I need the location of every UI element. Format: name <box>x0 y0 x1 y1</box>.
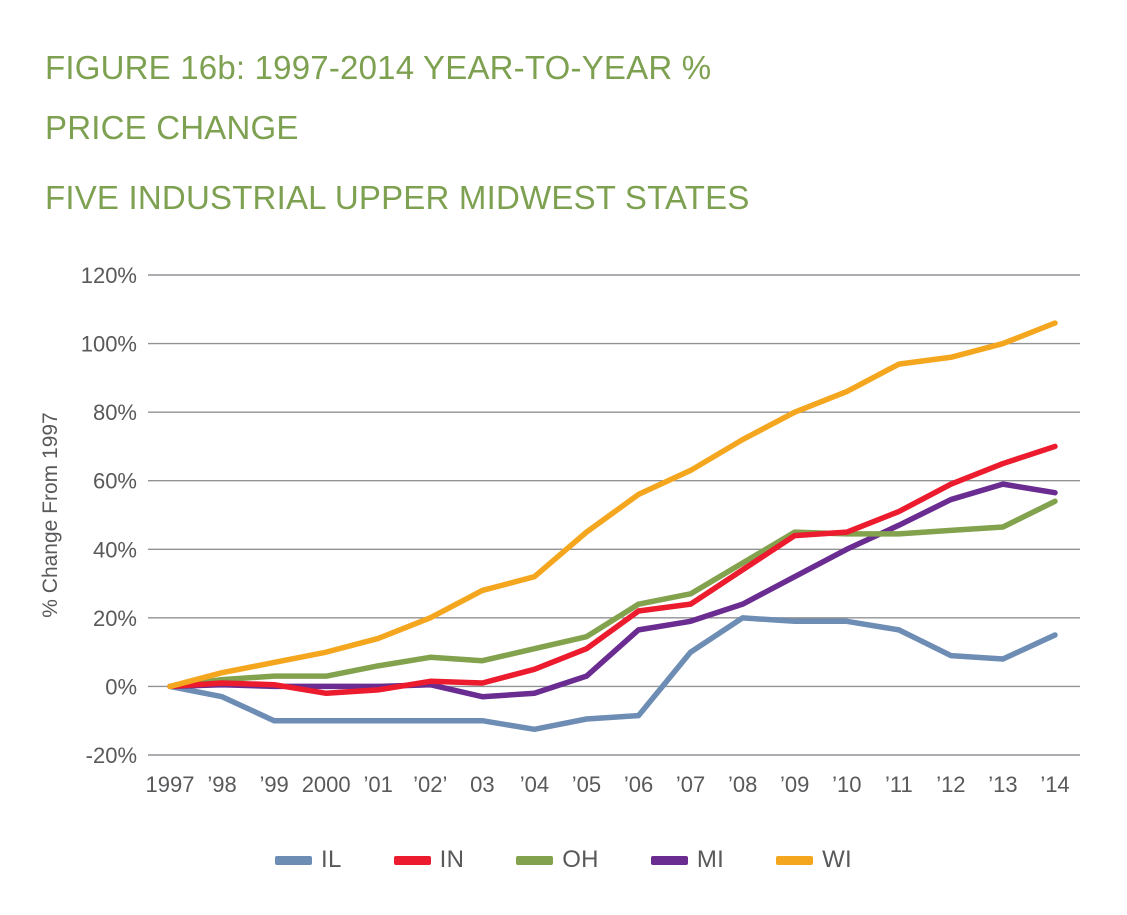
legend-item-OH: OH <box>516 846 599 874</box>
series-line-OH <box>167 498 1058 690</box>
legend-swatch-MI <box>650 855 688 865</box>
x-tick-label: ’12 <box>936 772 965 797</box>
x-tick-label: ’14 <box>1040 772 1069 797</box>
legend-label-WI: WI <box>822 846 853 873</box>
y-axis-title: % Change From 1997 <box>39 412 62 617</box>
x-tick-label: ’04 <box>520 772 549 797</box>
x-tick-label: ’01 <box>364 772 393 797</box>
figure-header: FIGURE 16b: 1997-2014 YEAR-TO-YEAR % PRI… <box>45 38 750 228</box>
x-tick-label: ’11 <box>885 772 913 797</box>
chart-legend: IL IN OH MI WI <box>0 846 1127 874</box>
figure-title-line1: FIGURE 16b: 1997-2014 YEAR-TO-YEAR % <box>45 49 712 86</box>
legend-label-IL: IL <box>320 846 342 873</box>
x-tick-label: ’05 <box>572 772 601 797</box>
series-line-IL <box>167 615 1058 733</box>
legend-item-IL: IL <box>274 846 342 874</box>
y-tick-label: 0% <box>105 674 137 699</box>
y-tick-label: 20% <box>93 606 137 631</box>
line-chart: -20% 0% 20% 40% 60% 80% 100% 120% 1997 ’98 ’99 2000… <box>39 263 1080 797</box>
legend-item-WI: WI <box>776 846 852 874</box>
x-tick-label: ’09 <box>780 772 809 797</box>
y-tick-label: 40% <box>93 537 137 562</box>
x-tick-label: 03 <box>470 772 494 797</box>
y-tick-label: 60% <box>93 469 137 494</box>
figure-subtitle: FIVE INDUSTRIAL UPPER MIDWEST STATES <box>45 179 750 216</box>
figure-title-line2: PRICE CHANGE <box>45 109 299 146</box>
legend-label-MI: MI <box>696 846 725 873</box>
x-tick-label: 1997 <box>146 772 195 797</box>
y-tick-label: -20% <box>86 743 137 768</box>
x-tick-label: ’02’ <box>413 772 447 797</box>
y-tick-label: 120% <box>81 263 137 288</box>
legend-label-IN: IN <box>439 846 465 873</box>
series-line-WI <box>167 320 1058 690</box>
x-tick-label: ’07 <box>676 772 705 797</box>
y-tick-label: 100% <box>81 332 137 357</box>
series-line-MI <box>167 481 1058 700</box>
x-tick-label: ’10 <box>832 772 861 797</box>
legend-swatch-IL <box>274 855 312 865</box>
legend-item-MI: MI <box>650 846 725 874</box>
x-tick-label: ’99 <box>259 772 288 797</box>
legend-swatch-OH <box>516 855 554 865</box>
legend-swatch-WI <box>776 855 814 865</box>
legend-label-OH: OH <box>562 846 599 873</box>
x-tick-label: ’13 <box>988 772 1017 797</box>
x-tick-label: ’08 <box>728 772 757 797</box>
x-tick-label: 2000 <box>302 772 351 797</box>
series-line-IN <box>167 443 1058 697</box>
legend-swatch-IN <box>393 855 431 865</box>
x-tick-label: ’06 <box>624 772 653 797</box>
legend-item-IN: IN <box>393 846 465 874</box>
x-tick-label: ’98 <box>207 772 236 797</box>
y-tick-label: 80% <box>93 400 137 425</box>
